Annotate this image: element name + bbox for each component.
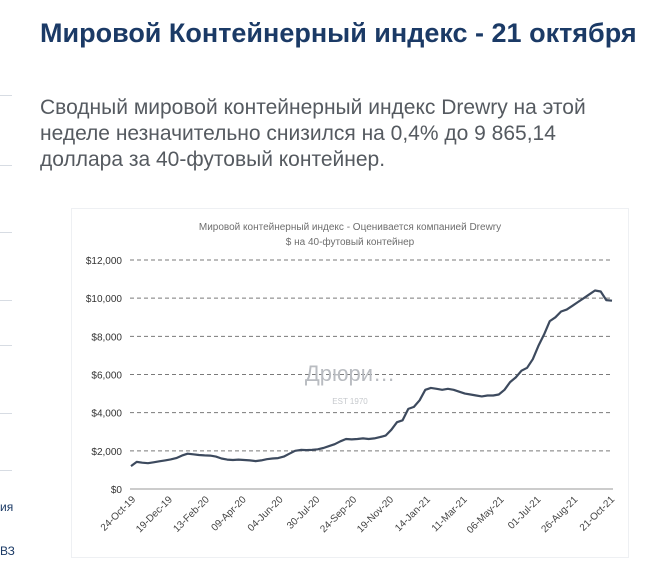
y-tick-label: $12,000: [86, 256, 123, 267]
y-tick-label: $0: [111, 485, 123, 496]
chart-subtitle: $ на 40-футовый контейнер: [286, 236, 415, 248]
chart-container: Мировой контейнерный индекс - Оцениваетс…: [71, 208, 629, 558]
sidebar-divider: [0, 470, 12, 471]
x-tick-label: 19-Dec-19: [134, 494, 175, 535]
y-tick-label: $8,000: [91, 332, 122, 343]
x-tick-label: 13-Feb-20: [171, 494, 212, 535]
line-chart: Мировой контейнерный индекс - Оцениваетс…: [86, 222, 618, 536]
watermark-subtext: EST 1970: [332, 397, 368, 406]
left-sidebar-edge: ия ВЗ: [0, 0, 15, 563]
sidebar-text-fragment[interactable]: ВЗ: [0, 544, 15, 558]
x-tick-label: 30-Jul-20: [285, 494, 323, 532]
x-tick-label: 24-Oct-19: [99, 494, 139, 534]
sidebar-divider: [0, 413, 12, 414]
article-lead: Сводный мировой контейнерный индекс Drew…: [40, 96, 586, 171]
sidebar-divider: [0, 165, 12, 166]
x-tick-label: 04-Jun-20: [246, 494, 286, 534]
y-tick-label: $4,000: [91, 409, 122, 420]
x-tick-label: 14-Jan-21: [393, 494, 433, 534]
chart-title: Мировой контейнерный индекс - Оцениваетс…: [199, 222, 501, 233]
sidebar-divider: [0, 232, 12, 233]
y-tick-label: $6,000: [91, 371, 122, 382]
x-tick-label: 26-Aug-21: [539, 494, 580, 535]
series-line: [130, 289, 613, 467]
x-tick-label: 06-May-21: [465, 494, 507, 536]
x-tick-label: 09-Apr-20: [209, 494, 249, 534]
sidebar-divider: [0, 345, 12, 346]
x-tick-label: 01-Jul-21: [506, 494, 544, 532]
x-tick-label: 19-Nov-20: [355, 494, 396, 535]
x-tick-label: 24-Sep-20: [318, 494, 359, 535]
sidebar-text-fragment[interactable]: ия: [0, 500, 14, 514]
sidebar-divider: [0, 95, 12, 96]
x-tick-label: 21-Oct-21: [578, 494, 618, 534]
y-tick-label: $10,000: [86, 294, 123, 305]
watermark-text: Дрюри…: [305, 361, 395, 386]
sidebar-divider: [0, 300, 12, 301]
watermark: Дрюри… EST 1970: [305, 361, 395, 406]
article-title: Мировой Контейнерный индекс - 21 октября: [40, 18, 637, 48]
y-tick-label: $2,000: [91, 447, 122, 458]
